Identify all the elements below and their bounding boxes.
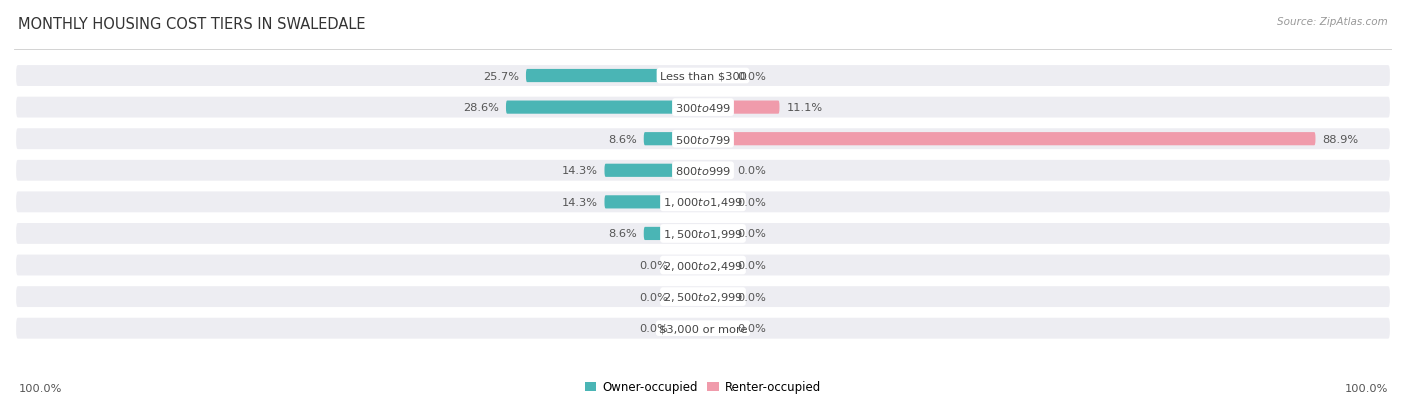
Text: Less than $300: Less than $300 (659, 71, 747, 81)
FancyBboxPatch shape (605, 196, 703, 209)
Text: $800 to $999: $800 to $999 (675, 165, 731, 177)
FancyBboxPatch shape (15, 66, 1391, 87)
FancyBboxPatch shape (703, 227, 731, 240)
FancyBboxPatch shape (675, 322, 703, 335)
Text: 0.0%: 0.0% (738, 323, 766, 333)
FancyBboxPatch shape (15, 255, 1391, 276)
FancyBboxPatch shape (506, 101, 703, 114)
FancyBboxPatch shape (703, 101, 779, 114)
Text: $300 to $499: $300 to $499 (675, 102, 731, 114)
Legend: Owner-occupied, Renter-occupied: Owner-occupied, Renter-occupied (579, 376, 827, 398)
Text: 0.0%: 0.0% (738, 166, 766, 176)
Text: 28.6%: 28.6% (463, 103, 499, 113)
FancyBboxPatch shape (703, 322, 731, 335)
Text: 88.9%: 88.9% (1323, 134, 1358, 144)
FancyBboxPatch shape (703, 70, 731, 83)
Text: 11.1%: 11.1% (786, 103, 823, 113)
FancyBboxPatch shape (15, 223, 1391, 244)
FancyBboxPatch shape (15, 97, 1391, 118)
FancyBboxPatch shape (675, 290, 703, 304)
FancyBboxPatch shape (703, 133, 1316, 146)
FancyBboxPatch shape (15, 129, 1391, 150)
Text: 0.0%: 0.0% (738, 261, 766, 271)
Text: 0.0%: 0.0% (640, 323, 669, 333)
Text: $2,500 to $2,999: $2,500 to $2,999 (664, 290, 742, 304)
Text: 8.6%: 8.6% (609, 229, 637, 239)
Text: Source: ZipAtlas.com: Source: ZipAtlas.com (1277, 17, 1388, 26)
FancyBboxPatch shape (15, 192, 1391, 213)
FancyBboxPatch shape (644, 133, 703, 146)
FancyBboxPatch shape (703, 290, 731, 304)
Text: 0.0%: 0.0% (640, 292, 669, 302)
Text: 100.0%: 100.0% (1344, 383, 1388, 393)
Text: 0.0%: 0.0% (738, 229, 766, 239)
FancyBboxPatch shape (15, 287, 1391, 307)
Text: MONTHLY HOUSING COST TIERS IN SWALEDALE: MONTHLY HOUSING COST TIERS IN SWALEDALE (18, 17, 366, 31)
Text: $500 to $799: $500 to $799 (675, 133, 731, 145)
FancyBboxPatch shape (644, 227, 703, 240)
FancyBboxPatch shape (605, 164, 703, 178)
Text: 0.0%: 0.0% (738, 197, 766, 207)
Text: 8.6%: 8.6% (609, 134, 637, 144)
Text: 0.0%: 0.0% (640, 261, 669, 271)
FancyBboxPatch shape (675, 259, 703, 272)
Text: 25.7%: 25.7% (484, 71, 519, 81)
FancyBboxPatch shape (526, 70, 703, 83)
FancyBboxPatch shape (15, 318, 1391, 339)
Text: 14.3%: 14.3% (561, 166, 598, 176)
Text: $3,000 or more: $3,000 or more (659, 323, 747, 333)
Text: $1,000 to $1,499: $1,000 to $1,499 (664, 196, 742, 209)
Text: 14.3%: 14.3% (561, 197, 598, 207)
Text: $2,000 to $2,499: $2,000 to $2,499 (664, 259, 742, 272)
FancyBboxPatch shape (15, 161, 1391, 181)
Text: $1,500 to $1,999: $1,500 to $1,999 (664, 228, 742, 240)
FancyBboxPatch shape (703, 259, 731, 272)
Text: 0.0%: 0.0% (738, 71, 766, 81)
FancyBboxPatch shape (703, 196, 731, 209)
Text: 0.0%: 0.0% (738, 292, 766, 302)
Text: 100.0%: 100.0% (18, 383, 62, 393)
FancyBboxPatch shape (703, 164, 731, 178)
